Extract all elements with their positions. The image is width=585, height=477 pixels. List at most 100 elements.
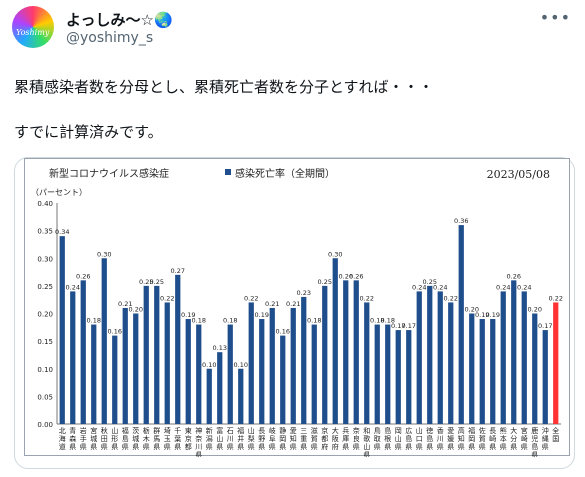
bar-福井県 [238, 368, 244, 424]
x-tick-label: 宮崎県 [521, 426, 528, 451]
user-handle[interactable]: @yoshimy_s [66, 30, 154, 46]
data-label: 0.24 [433, 283, 447, 291]
tweet-text-line-1: 累積感染者数を分母とし、累積死亡者数を分子とすれば・・・ [14, 78, 434, 96]
data-label: 0.18 [370, 317, 384, 325]
x-tick-label: 埼玉県 [164, 426, 171, 451]
display-name[interactable]: よっしみ〜☆🌏 [66, 9, 173, 30]
bar-福岡県 [469, 313, 475, 424]
bar-兵庫県 [343, 280, 349, 424]
bar-愛知県 [290, 307, 296, 424]
x-tick-label: 島根県 [384, 426, 391, 451]
bar-京都府 [322, 285, 328, 424]
x-tick-label: 富山県 [216, 426, 223, 451]
more-icon[interactable]: ••• [539, 8, 571, 27]
legend-swatch [225, 169, 231, 175]
y-tick-label: 0.00 [37, 421, 53, 429]
legend-label: 感染死亡率（全期間） [235, 167, 335, 180]
bar-香川県 [437, 291, 443, 424]
x-tick-label: 岡山県 [395, 427, 402, 451]
x-tick-label: 岐阜県 [269, 426, 276, 451]
y-axis-label: （パーセント） [31, 188, 87, 197]
x-tick-label: 千葉県 [174, 426, 181, 451]
bar-宮崎県 [521, 291, 527, 424]
data-label: 0.36 [454, 217, 468, 225]
bar-全国 [553, 302, 559, 424]
y-tick-label: 0.20 [37, 311, 53, 319]
bar-高知県 [458, 225, 464, 424]
bar-埼玉県 [164, 302, 170, 424]
data-label: 0.20 [465, 306, 479, 314]
bar-熊本県 [500, 291, 506, 424]
data-label: 0.22 [444, 294, 458, 302]
tweet-text-line-2: すでに計算済みです。 [14, 123, 163, 141]
x-tick-label: 山形県 [111, 426, 118, 451]
data-label: 0.10 [202, 361, 216, 369]
x-tick-label: 京都府 [321, 426, 328, 451]
data-label: 0.19 [255, 311, 269, 319]
x-tick-label: 兵庫県 [342, 426, 349, 451]
data-label: 0.24 [66, 283, 80, 291]
x-tick-label: 栃木県 [143, 426, 150, 451]
data-label: 0.25 [423, 278, 437, 286]
x-tick-label: 香川県 [437, 426, 444, 451]
data-label: 0.10 [234, 361, 248, 369]
bar-新潟県 [206, 368, 212, 424]
data-label: 0.18 [192, 317, 206, 325]
x-tick-label: 鹿児島県 [531, 426, 538, 457]
x-tick-label: 全国 [552, 426, 559, 443]
bar-岐阜県 [269, 307, 275, 424]
x-tick-label: 大阪府 [332, 426, 339, 451]
x-tick-label: 東京都 [185, 426, 192, 451]
bar-鳥取県 [374, 324, 380, 424]
x-tick-label: 三重県 [300, 427, 307, 451]
bar-神奈川県 [196, 324, 202, 424]
x-tick-label: 熊本県 [500, 426, 507, 451]
x-tick-label: 佐賀県 [479, 426, 486, 451]
y-tick-label: 0.30 [37, 255, 53, 263]
bar-奈良県 [353, 280, 359, 424]
bar-石川県 [227, 324, 233, 424]
data-label: 0.21 [118, 300, 132, 308]
globe-icon: 🌏 [154, 11, 173, 29]
bar-山形県 [112, 335, 118, 424]
data-label: 0.20 [528, 306, 542, 314]
bar-滋賀県 [311, 324, 317, 424]
data-label: 0.18 [223, 317, 237, 325]
bar-群馬県 [154, 285, 160, 424]
bar-徳島県 [427, 285, 433, 424]
x-tick-label: 鳥取県 [374, 426, 381, 451]
x-tick-label: 高知県 [458, 426, 465, 451]
data-label: 0.34 [55, 228, 69, 236]
bar-岡山県 [395, 330, 401, 424]
bar-秋田県 [101, 258, 107, 424]
data-label: 0.26 [507, 272, 521, 280]
x-tick-label: 愛媛県 [447, 426, 454, 451]
x-tick-label: 奈良県 [353, 426, 360, 451]
y-tick-label: 0.25 [37, 283, 53, 291]
data-label: 0.24 [496, 283, 510, 291]
y-tick-label: 0.35 [37, 228, 53, 236]
data-label: 0.25 [139, 278, 153, 286]
data-label: 0.24 [412, 283, 426, 291]
bar-北海道 [59, 236, 65, 424]
x-tick-label: 秋田県 [101, 426, 108, 451]
data-label: 0.26 [76, 272, 90, 280]
data-label: 0.18 [87, 317, 101, 325]
x-tick-label: 福岡県 [468, 426, 475, 451]
x-tick-label: 大分県 [510, 426, 517, 451]
bar-島根県 [385, 324, 391, 424]
bar-栃木県 [143, 285, 149, 424]
x-tick-label: 山梨県 [248, 426, 255, 451]
avatar[interactable]: Yoshimy [12, 6, 54, 48]
bar-佐賀県 [479, 319, 485, 424]
data-label: 0.30 [97, 250, 111, 258]
bar-沖縄県 [542, 330, 548, 424]
bar-東京都 [185, 319, 191, 424]
data-label: 0.26 [349, 272, 363, 280]
data-label: 0.18 [381, 317, 395, 325]
bar-青森県 [70, 291, 76, 424]
bar-大分県 [511, 280, 517, 424]
y-tick-label: 0.10 [37, 366, 53, 374]
data-label: 0.22 [360, 294, 374, 302]
data-label: 0.23 [297, 289, 311, 297]
